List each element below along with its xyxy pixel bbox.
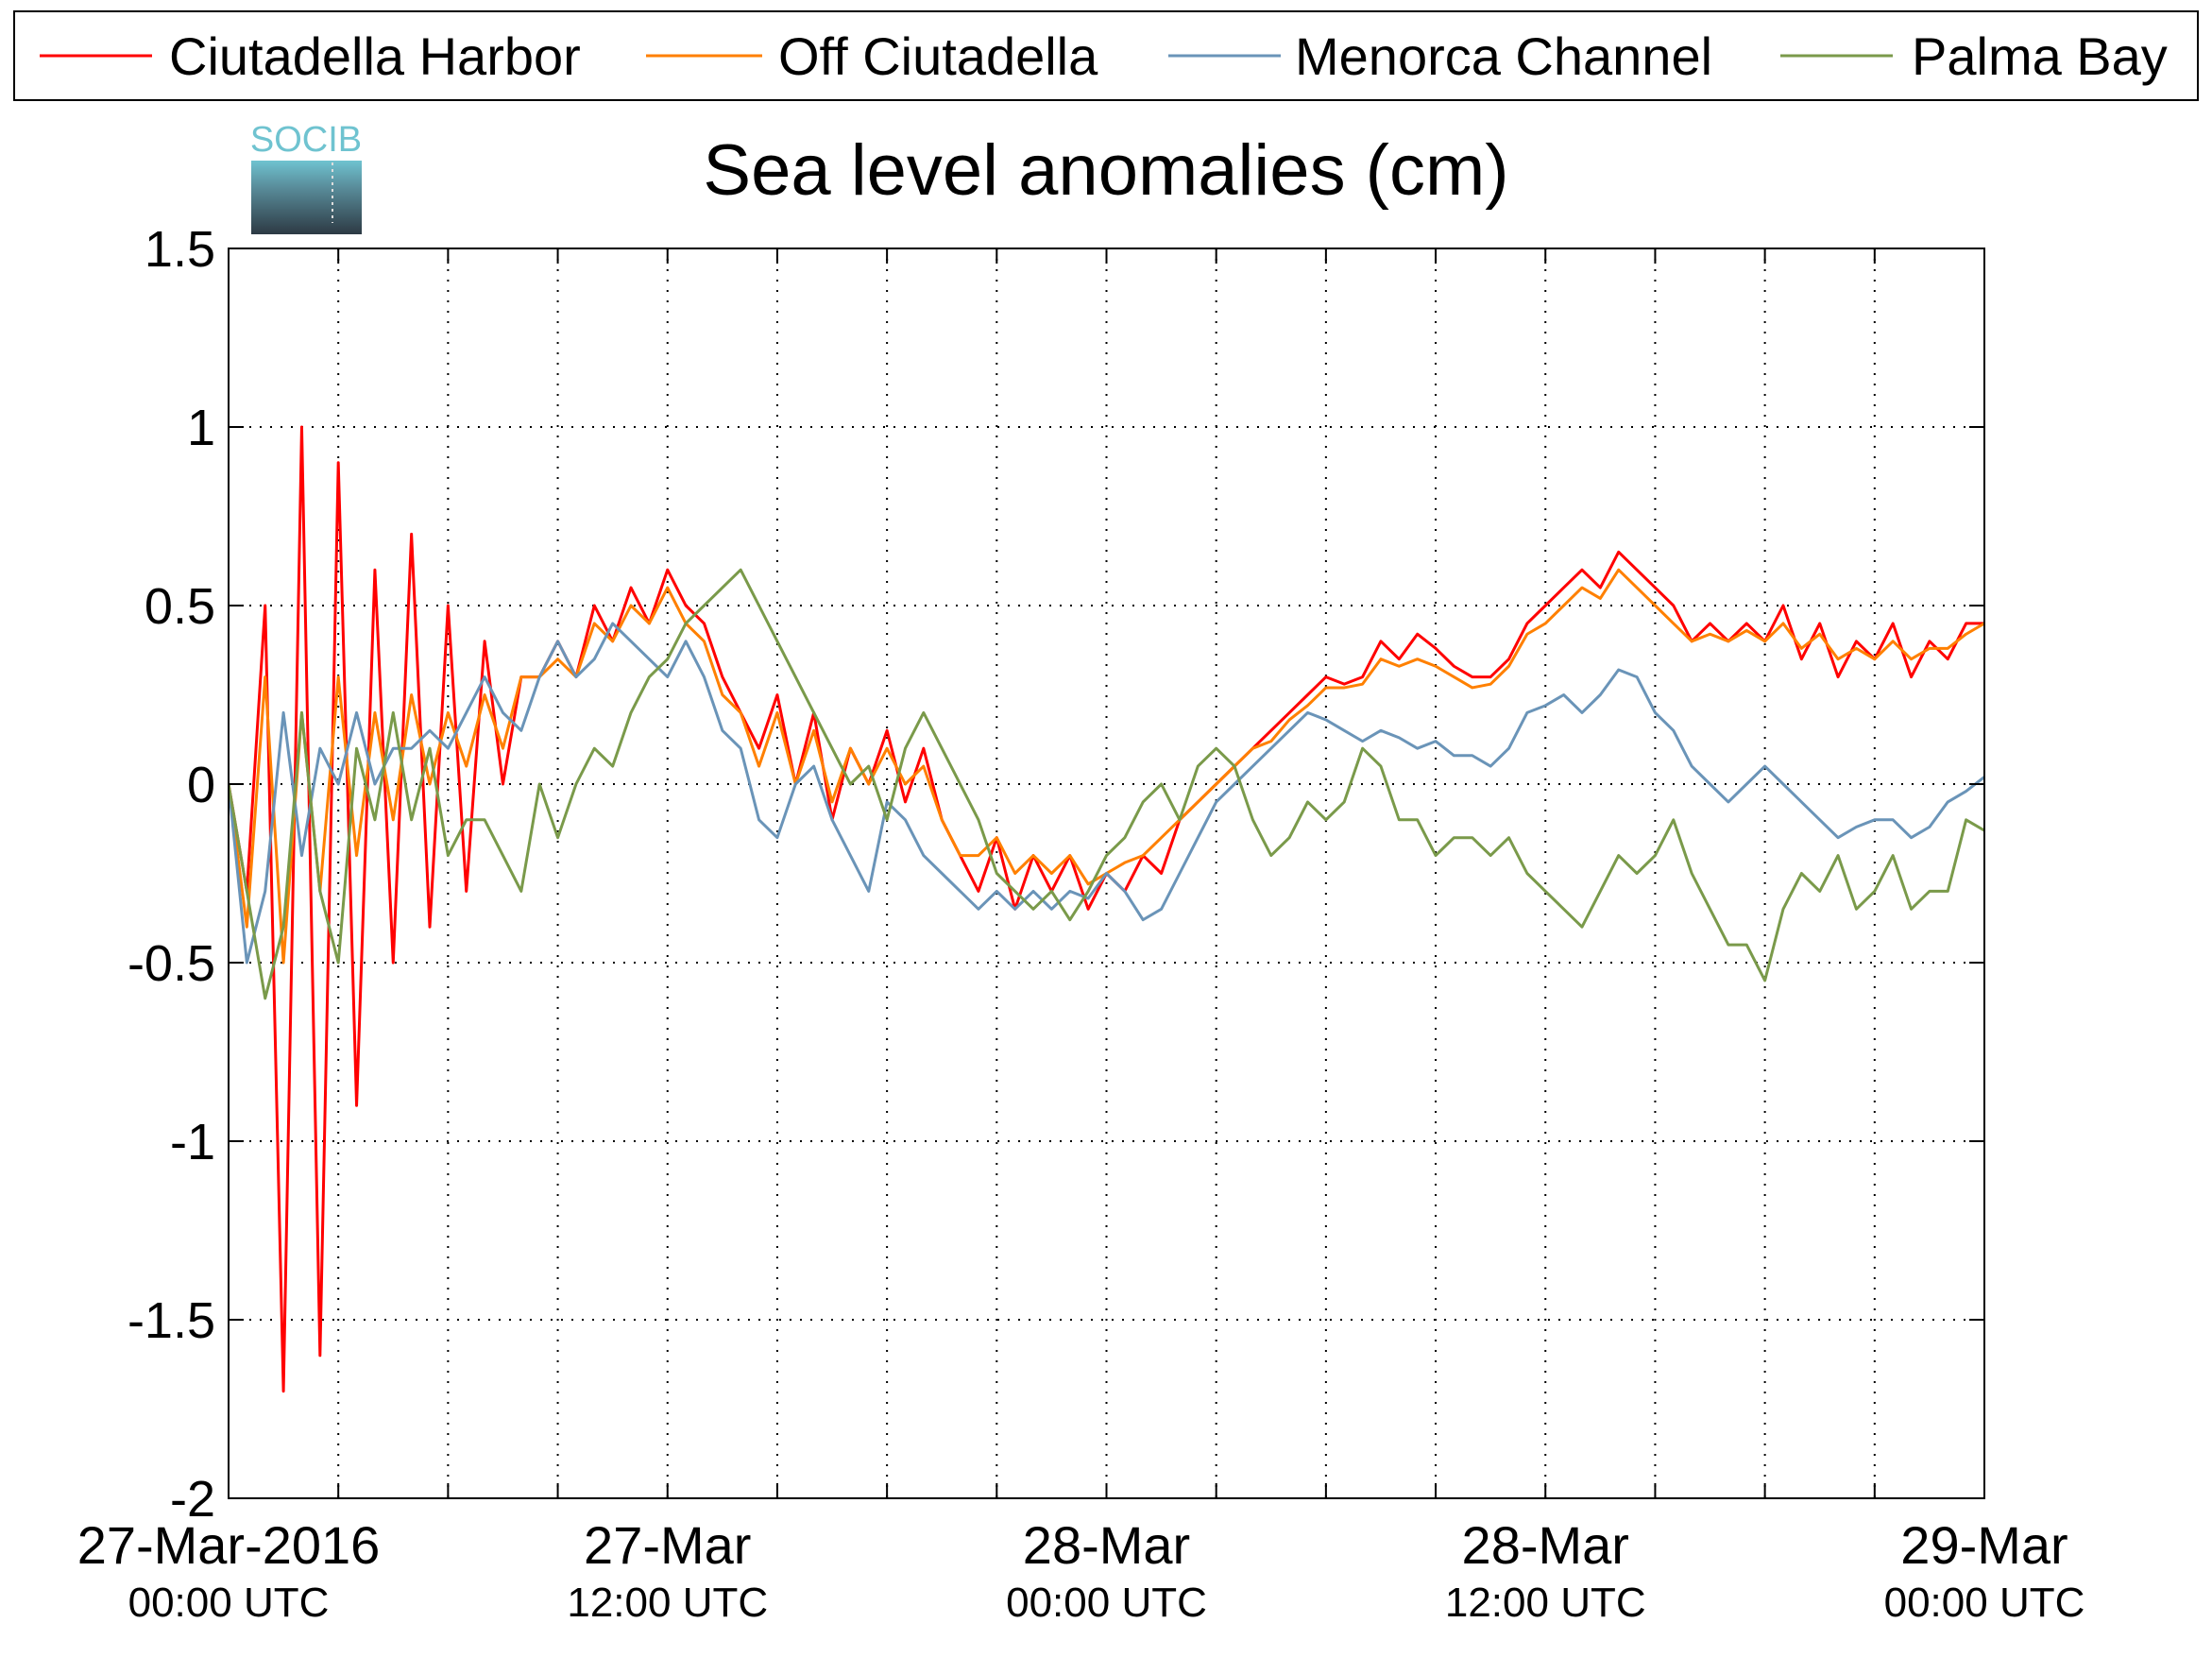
x-tick-label: 27-Mar — [584, 1515, 751, 1575]
legend-label: Menorca Channel — [1295, 26, 1712, 86]
x-tick-label: 28-Mar — [1462, 1515, 1629, 1575]
y-tick-label: 1 — [187, 400, 215, 456]
x-tick-sublabel: 12:00 UTC — [1445, 1580, 1646, 1626]
y-tick-label: -2 — [170, 1471, 215, 1528]
series-line — [229, 568, 1984, 1000]
x-tick-sublabel: 00:00 UTC — [1006, 1580, 1207, 1626]
logo-text: SOCIB — [250, 120, 362, 160]
y-tick-label: 1.5 — [145, 221, 215, 278]
y-tick-label: -1.5 — [128, 1292, 215, 1349]
y-tick-label: 0 — [187, 757, 215, 813]
x-tick-sublabel: 00:00 UTC — [128, 1580, 330, 1626]
x-tick-sublabel: 00:00 UTC — [1884, 1580, 2085, 1626]
logo — [251, 161, 362, 234]
y-tick-label: -1 — [170, 1114, 215, 1170]
series-line — [229, 622, 1984, 965]
x-tick-label: 28-Mar — [1023, 1515, 1190, 1575]
x-tick-label: 29-Mar — [1900, 1515, 2067, 1575]
legend-label: Palma Bay — [1912, 26, 2168, 86]
chart-title: Sea level anomalies (cm) — [703, 130, 1508, 211]
plot-lines — [229, 425, 1984, 1393]
legend-label: Off Ciutadella — [778, 26, 1098, 86]
legend-label: Ciutadella Harbor — [169, 26, 581, 86]
y-tick-label: -0.5 — [128, 935, 215, 992]
y-tick-label: 0.5 — [145, 578, 215, 635]
x-tick-sublabel: 12:00 UTC — [567, 1580, 768, 1626]
x-tick-label: 27-Mar-2016 — [77, 1515, 381, 1575]
